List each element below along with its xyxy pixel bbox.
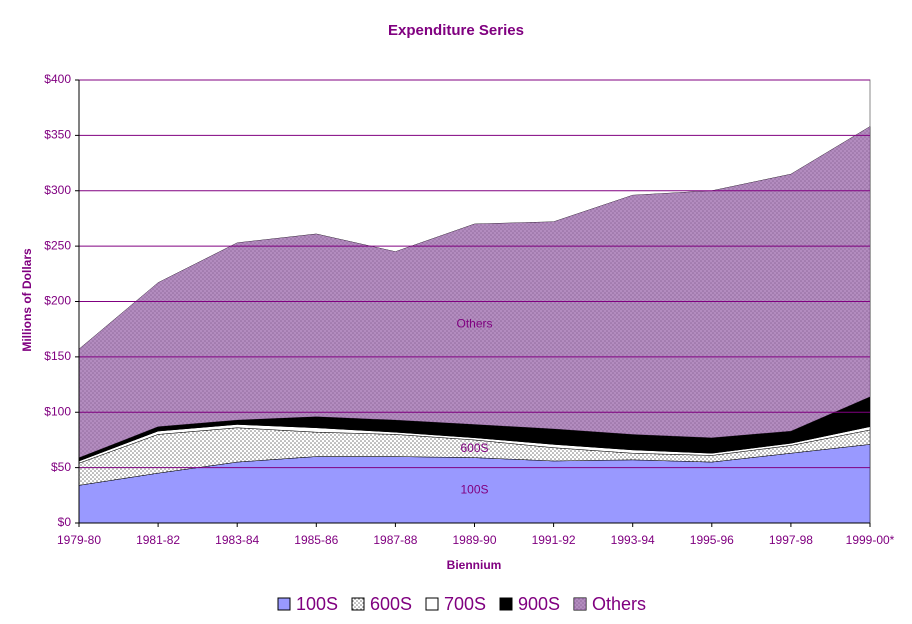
y-axis-label: Millions of Dollars — [20, 248, 34, 352]
legend-swatch — [277, 597, 291, 611]
y-tick-label: $50 — [51, 460, 71, 474]
legend-swatch — [351, 597, 365, 611]
y-tick-label: $200 — [44, 294, 71, 308]
x-tick-label: 1999-00* — [846, 533, 895, 547]
legend: 100S 600S 700S 900S Others — [277, 594, 646, 614]
x-tick-label: 1993-94 — [611, 533, 655, 547]
legend-label: 700S — [444, 594, 486, 614]
area-label: 600S — [460, 441, 488, 455]
y-tick-label: $150 — [44, 349, 71, 363]
x-tick-label: 1989-90 — [452, 533, 496, 547]
legend-label: 100S — [296, 594, 338, 614]
legend-swatch-tint — [574, 598, 586, 610]
y-tick-label: $400 — [44, 72, 71, 86]
x-tick-label: 1991-92 — [532, 533, 576, 547]
x-axis-label: Biennium — [447, 558, 502, 572]
areas — [78, 126, 871, 524]
x-tick-label: 1987-88 — [373, 533, 417, 547]
legend-swatch — [425, 597, 439, 611]
y-tick-label: $300 — [44, 183, 71, 197]
legend-label: 900S — [518, 594, 560, 614]
x-tick-label: 1985-86 — [294, 533, 338, 547]
x-tick-label: 1997-98 — [769, 533, 813, 547]
x-tick-label: 1995-96 — [690, 533, 734, 547]
y-tick-label: $250 — [44, 238, 71, 252]
y-tick-label: $350 — [44, 128, 71, 142]
x-tick-label: 1981-82 — [136, 533, 180, 547]
area-label: Others — [456, 316, 492, 330]
legend-label: Others — [592, 594, 646, 614]
legend-swatch — [499, 597, 513, 611]
y-tick-label: $100 — [44, 404, 71, 418]
x-tick-label: 1979-80 — [57, 533, 101, 547]
x-tick-label: 1983-84 — [215, 533, 259, 547]
y-tick-label: $0 — [58, 515, 72, 529]
chart-title: Expenditure Series — [388, 22, 524, 39]
legend-label: 600S — [370, 594, 412, 614]
area-label: 100S — [460, 483, 488, 497]
area-tint — [79, 126, 870, 458]
